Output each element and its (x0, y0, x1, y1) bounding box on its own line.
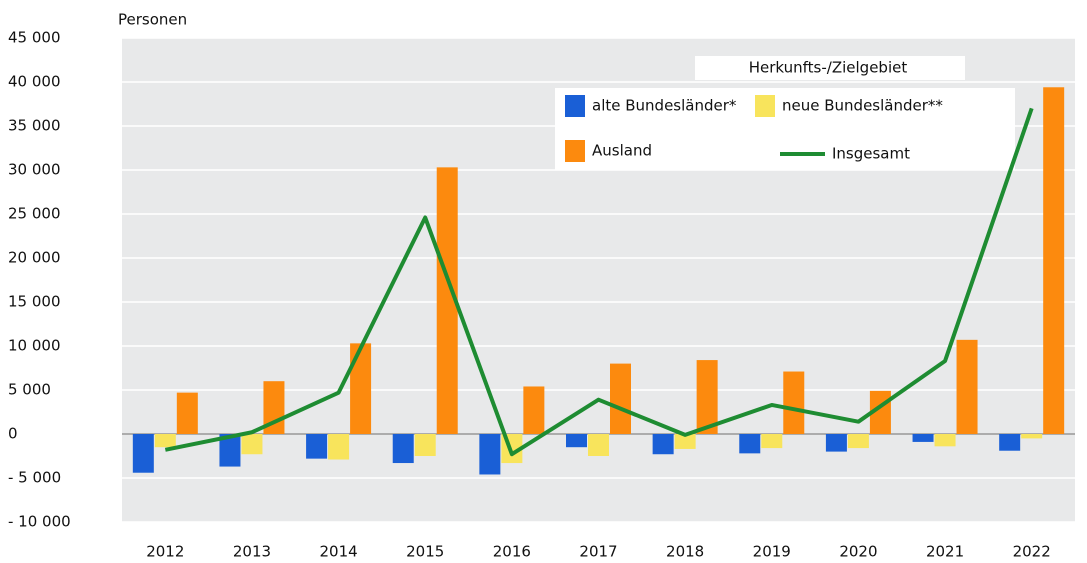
bar (588, 434, 609, 456)
bar (934, 434, 956, 447)
legend-label: alte Bundesländer* (592, 97, 737, 115)
bar (154, 434, 176, 448)
x-tick-label: 2016 (493, 543, 531, 561)
y-axis-label: Personen (118, 11, 187, 29)
bar (176, 392, 198, 434)
bar (1043, 87, 1065, 434)
y-tick-label: 45 000 (8, 29, 61, 47)
x-tick-label: 2021 (926, 543, 964, 561)
bar (350, 343, 372, 434)
legend-title: Herkunfts-/Zielgebiet (749, 59, 908, 77)
x-tick-label: 2014 (319, 543, 357, 561)
bar (241, 434, 263, 455)
x-tick-label: 2017 (579, 543, 617, 561)
y-tick-label: 20 000 (8, 249, 61, 267)
y-tick-label: 10 000 (8, 337, 61, 355)
bar (761, 434, 783, 449)
bar (1021, 434, 1043, 439)
bar (566, 434, 587, 448)
bar (610, 363, 631, 434)
bar (306, 434, 328, 459)
line (164, 107, 1034, 457)
bar (912, 434, 934, 442)
y-tick-label: 25 000 (8, 205, 61, 223)
bar (414, 434, 436, 456)
legend-bg (555, 88, 1015, 170)
x-tick-label: 2019 (753, 543, 791, 561)
bar (219, 434, 241, 467)
x-tick-label: 2018 (666, 543, 704, 561)
x-tick-label: 2012 (146, 543, 184, 561)
bar (696, 360, 718, 434)
legend-label: Ausland (592, 142, 652, 160)
bar (847, 434, 869, 449)
bar (523, 386, 545, 434)
x-tick-label: 2015 (406, 543, 444, 561)
bar (739, 434, 761, 454)
legend-swatch (565, 95, 585, 117)
legend-label: Insgesamt (832, 145, 910, 163)
legend: Herkunfts-/Zielgebiet (555, 56, 1015, 170)
y-tick-label: 40 000 (8, 73, 61, 91)
x-tick-label: 2020 (839, 543, 877, 561)
legend-swatch (565, 140, 585, 162)
bar (999, 434, 1021, 451)
bar (652, 434, 674, 455)
x-tick-label: 2022 (1013, 543, 1051, 561)
bar (479, 434, 501, 475)
bar (825, 434, 847, 452)
y-tick-label: - 10 000 (8, 513, 71, 531)
legend-swatch (755, 95, 775, 117)
y-tick-label: 30 000 (8, 161, 61, 179)
bar (392, 434, 414, 464)
legend-title-bg (695, 56, 965, 80)
bar (132, 434, 154, 473)
y-tick-label: 5 000 (8, 381, 51, 399)
y-tick-label: 35 000 (8, 117, 61, 135)
bar (328, 434, 350, 460)
legend-label: neue Bundesländer** (782, 97, 943, 115)
bar (674, 434, 696, 449)
x-tick-label: 2013 (233, 543, 271, 561)
bar (436, 167, 458, 435)
y-tick-label: - 5 000 (8, 469, 61, 487)
y-tick-label: 15 000 (8, 293, 61, 311)
bar (956, 339, 978, 434)
y-tick-label: 0 (8, 425, 18, 443)
bar (783, 371, 805, 434)
